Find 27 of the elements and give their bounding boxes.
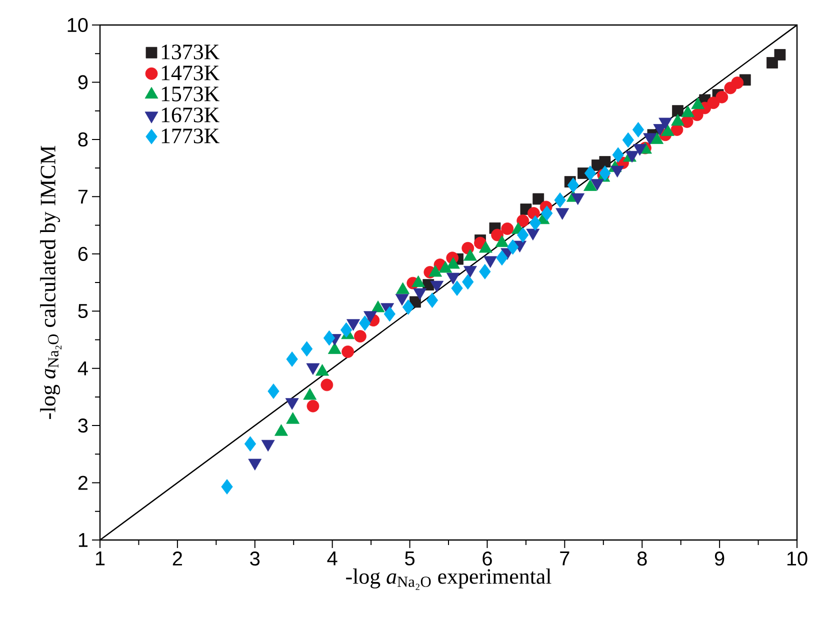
legend-label: 1573K	[162, 86, 220, 102]
x-tick-label: 6	[482, 552, 492, 566]
x-tick-label: 4	[327, 552, 338, 566]
y-tick-label: 4	[78, 361, 88, 376]
y-tick-label: 9	[78, 75, 88, 90]
y-tick-label: 3	[78, 418, 88, 433]
legend-label: 1473K	[162, 66, 220, 80]
y-tick-label: 7	[78, 190, 88, 204]
y-tick-label: 1	[78, 533, 88, 547]
x-axis-title: -log a$_{Na₂O}$ experimental	[346, 568, 552, 590]
x-tick-label: 1	[96, 552, 105, 566]
y-tick-label: 6	[78, 246, 88, 261]
x-tick-label: 9	[714, 552, 724, 566]
x-tick-label: 10	[787, 552, 808, 566]
x-tick-label: 2	[172, 552, 182, 566]
legend-label: 1773K	[162, 128, 220, 144]
y-tick-label: 8	[78, 132, 88, 146]
x-tick-label: 3	[250, 552, 260, 566]
legend-label: 1673K	[162, 108, 220, 122]
legend-label: 1373K	[162, 44, 220, 60]
y-tick-label: 5	[78, 304, 88, 318]
y-tick-label: 2	[78, 476, 88, 490]
y-axis-title: -log a$_{Na₂O}$ calculated by IMCM	[40, 146, 62, 420]
x-tick-label: 8	[637, 552, 647, 566]
y-tick-label: 10	[68, 18, 88, 32]
x-tick-label: 5	[405, 552, 414, 566]
x-tick-label: 7	[560, 552, 570, 566]
